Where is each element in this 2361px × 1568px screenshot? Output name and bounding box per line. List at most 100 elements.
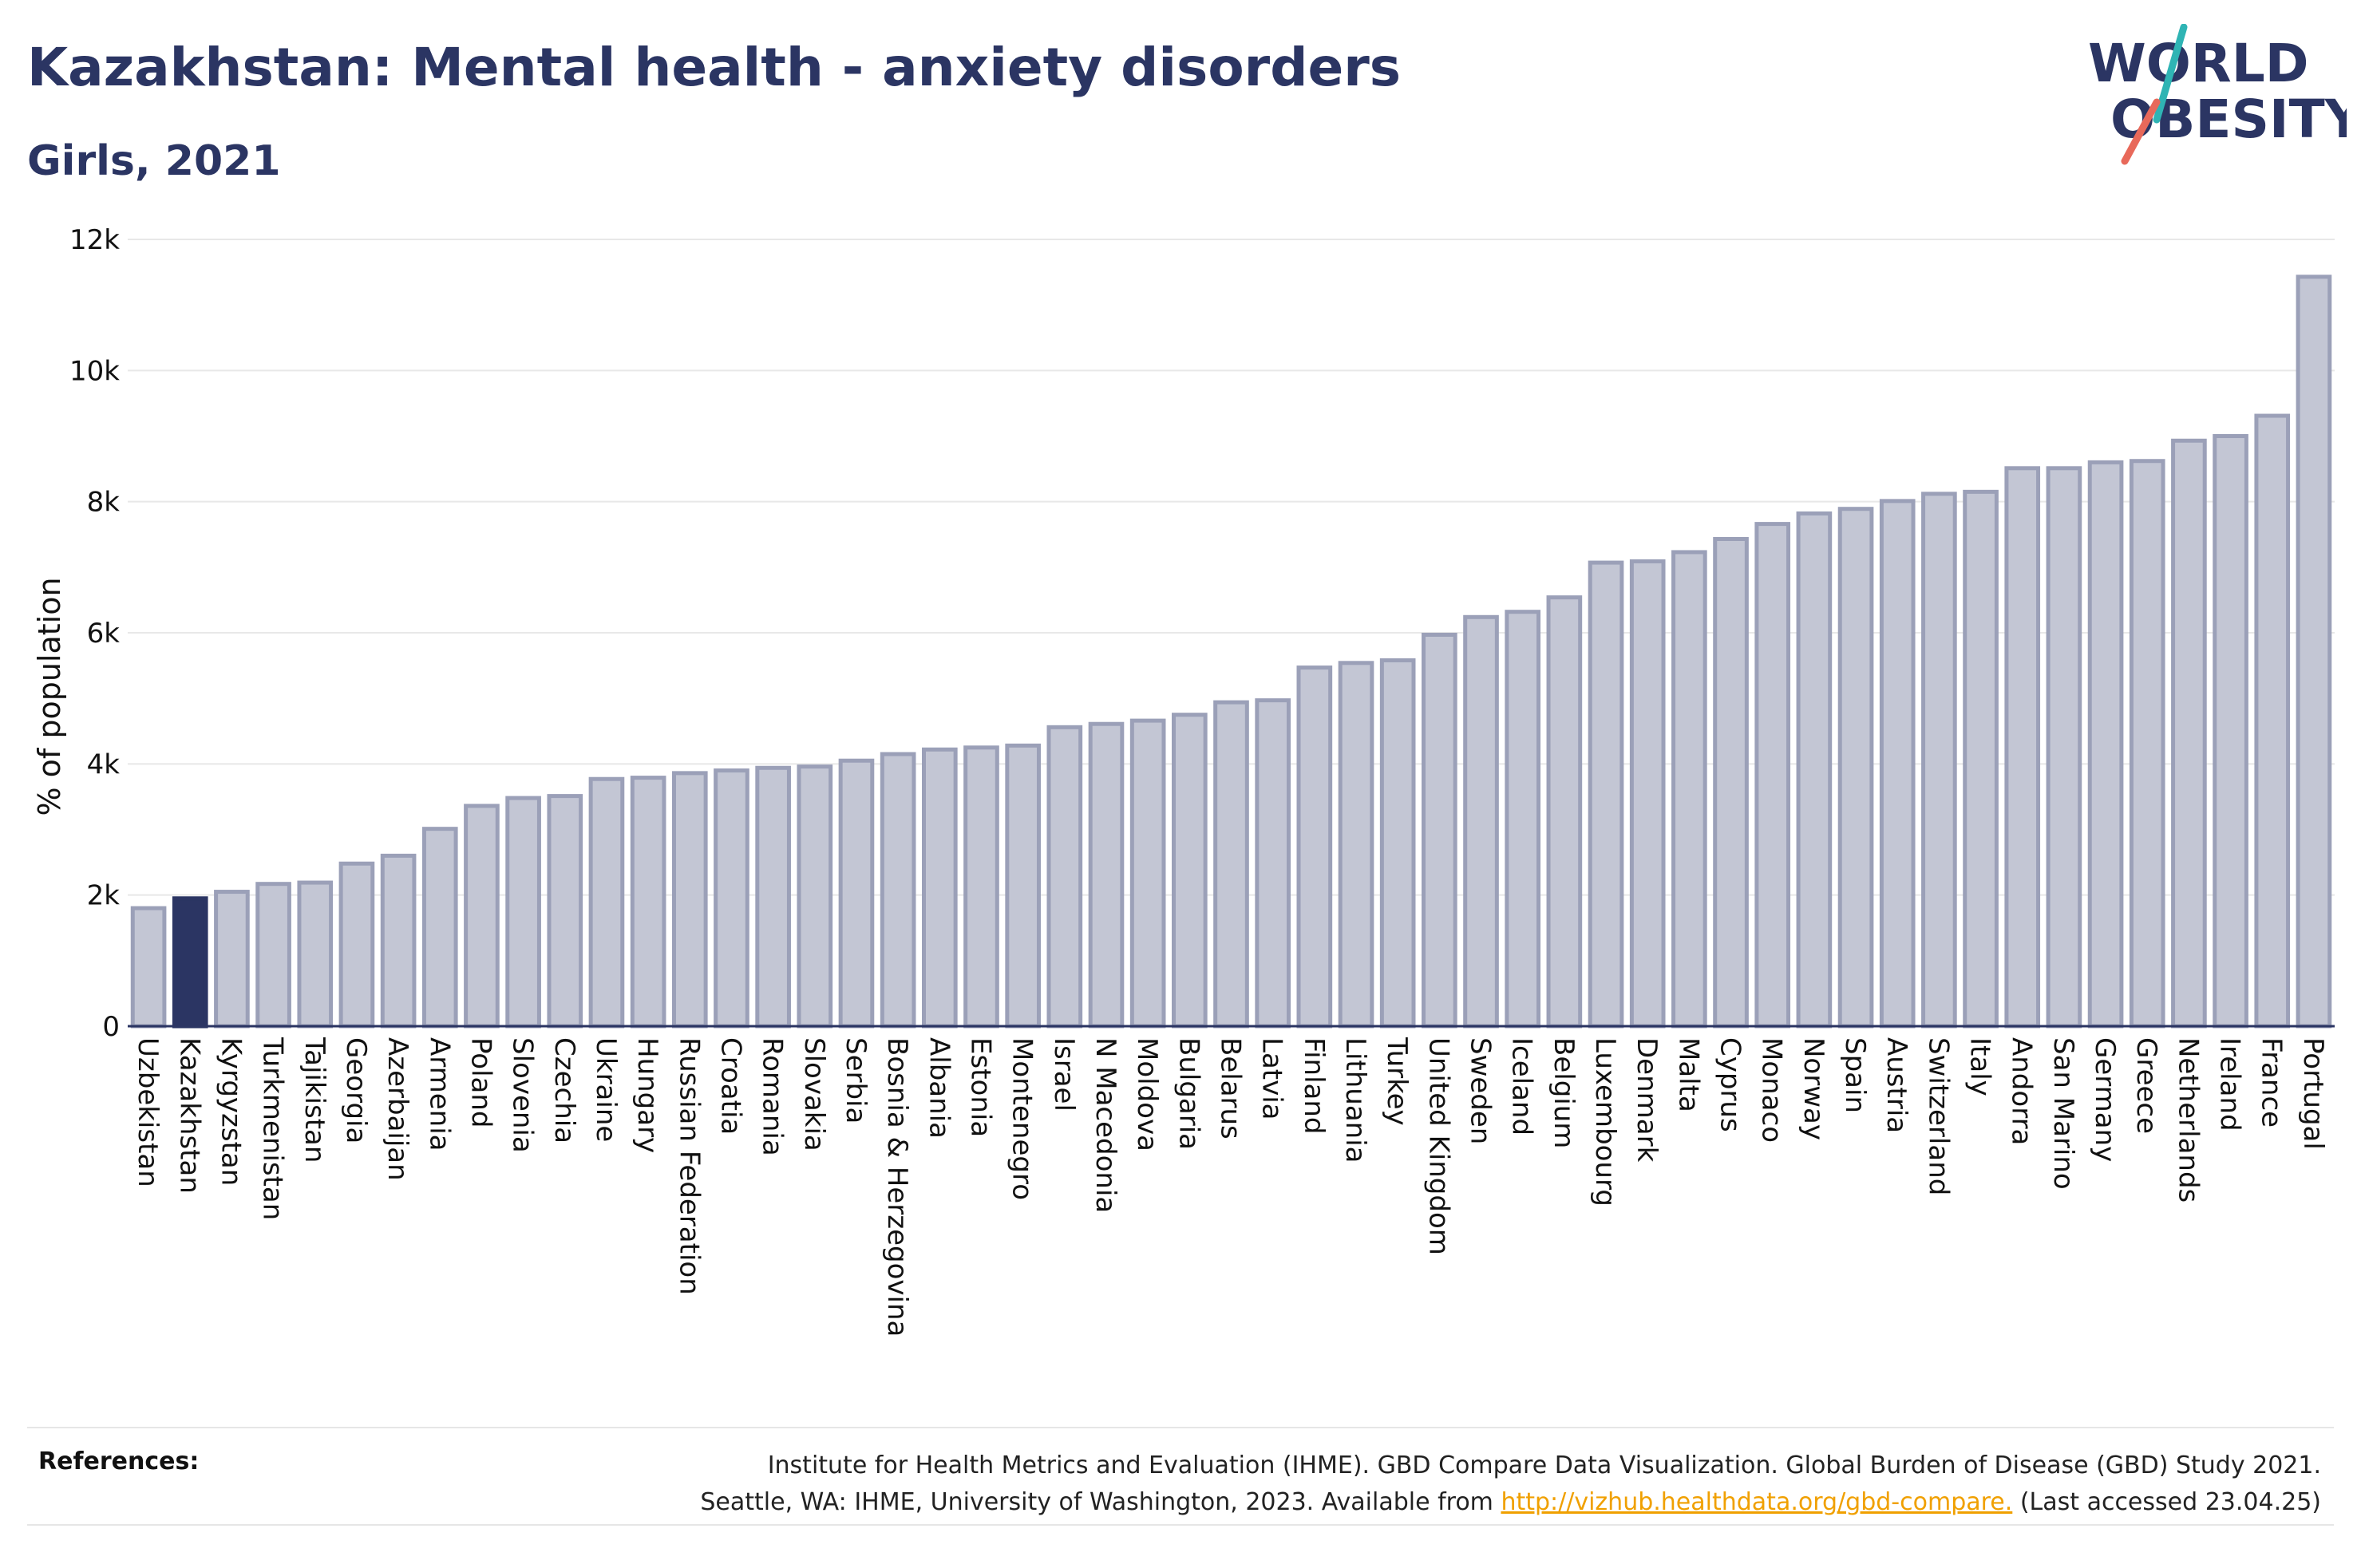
bar (921, 747, 958, 1029)
bar (1005, 743, 1041, 1029)
x-tick-label: Turkey (1381, 1037, 1413, 1126)
x-tick-label: Turkmenistan (257, 1037, 289, 1220)
x-tick-label: Romania (757, 1037, 789, 1156)
x-tick-label: Finland (1298, 1037, 1330, 1135)
bar (2129, 459, 2165, 1029)
x-tick-label: Cyprus (1714, 1037, 1746, 1132)
bar (421, 827, 458, 1029)
bar (838, 758, 875, 1029)
x-tick-label: Norway (1797, 1037, 1829, 1140)
x-tick-label: Andorra (2006, 1037, 2038, 1145)
x-tick-label: Sweden (1465, 1037, 1497, 1144)
x-tick-label: Malta (1672, 1037, 1704, 1112)
bar (2213, 434, 2248, 1029)
x-tick-label: Slovakia (798, 1037, 830, 1151)
y-tick-label: 10k (69, 355, 120, 387)
x-tick-label: Denmark (1631, 1037, 1663, 1163)
bar (2046, 466, 2082, 1029)
x-tick-label: Portugal (2297, 1037, 2329, 1150)
bar (963, 745, 999, 1029)
y-axis-label: % of population (32, 577, 67, 816)
x-tick-label: Slovenia (507, 1037, 539, 1153)
reference-line-2: Seattle, WA: IHME, University of Washing… (700, 1484, 2321, 1521)
x-tick-label: Albania (923, 1037, 955, 1139)
x-tick-label: Belarus (1215, 1037, 1247, 1139)
bar (2004, 466, 2041, 1029)
x-tick-label: Austria (1880, 1037, 1912, 1133)
bar (338, 861, 375, 1029)
y-tick-label: 8k (87, 487, 121, 519)
bar (1463, 614, 1499, 1029)
bar (1172, 713, 1208, 1029)
x-tick-label: Serbia (840, 1037, 872, 1124)
bar (2254, 413, 2291, 1029)
x-tick-label: Uzbekistan (132, 1037, 164, 1187)
references-section: References: Institute for Health Metrics… (27, 1427, 2334, 1526)
bar (1588, 560, 1624, 1029)
bar (1796, 511, 1833, 1029)
x-tick-label: Lithuania (1339, 1037, 1371, 1163)
bar (1129, 718, 1166, 1029)
bar (2087, 460, 2124, 1029)
x-tick-label: Monaco (1756, 1037, 1788, 1143)
bar (1837, 507, 1874, 1029)
world-obesity-logo: WORLD OBESITY (2088, 24, 2347, 165)
x-tick-label: Russian Federation (673, 1037, 705, 1295)
logo-text-world: WORLD (2088, 33, 2309, 94)
x-tick-label: Bosnia & Herzegovina (881, 1037, 913, 1337)
x-tick-label: Iceland (1506, 1037, 1538, 1136)
bar (714, 768, 749, 1029)
x-tick-label: Germany (2089, 1037, 2121, 1162)
bar-highlighted (172, 896, 208, 1029)
bar (1296, 666, 1333, 1029)
bar (1505, 610, 1541, 1029)
bar (1046, 725, 1083, 1029)
bar (1546, 595, 1583, 1029)
bar (1671, 550, 1707, 1029)
bar (1754, 522, 1791, 1029)
y-tick-label: 4k (87, 748, 121, 780)
bar-chart: 0 2k 4k 6k 8k 10k 12k % of population Uzbekistan… (32, 224, 2335, 1337)
x-tick-label: France (2256, 1037, 2288, 1128)
bar (797, 764, 833, 1029)
logo-slash-teal (2153, 24, 2188, 124)
bar (1921, 492, 1957, 1029)
bar (880, 752, 916, 1029)
bar (671, 771, 708, 1029)
bar (1963, 489, 1999, 1029)
x-tick-label: San Marino (2047, 1037, 2079, 1190)
x-tick-label: Kyrgyzstan (215, 1037, 247, 1186)
bar (2296, 274, 2332, 1029)
bar (255, 882, 291, 1029)
bar (1629, 559, 1666, 1029)
bar (755, 765, 791, 1029)
bar (1422, 632, 1457, 1029)
x-tick-label: Belgium (1548, 1037, 1580, 1148)
bar (464, 804, 500, 1029)
bar (214, 890, 250, 1029)
x-tick-label: Moldova (1131, 1037, 1163, 1151)
x-tick-label: Italy (1964, 1037, 1996, 1096)
x-tick-label: Tajikistan (299, 1037, 330, 1163)
bar (1879, 499, 1916, 1029)
x-tick-label: Ireland (2214, 1037, 2246, 1132)
x-tick-label: Ukraine (590, 1037, 622, 1142)
reference-link[interactable]: http://vizhub.healthdata.org/gbd-compare… (1501, 1488, 2013, 1516)
bar (2171, 438, 2207, 1029)
y-tick-label: 0 (102, 1011, 120, 1043)
x-tick-label: Kazakhstan (173, 1037, 205, 1194)
bar (630, 776, 666, 1029)
y-tick-label: 2k (87, 880, 121, 912)
x-tick-label: Latvia (1256, 1037, 1288, 1120)
bar (1338, 661, 1374, 1029)
bar (547, 794, 583, 1029)
x-tick-label: Armenia (423, 1037, 455, 1151)
reference-line-2-suffix: (Last accessed 23.04.25) (2012, 1488, 2321, 1516)
x-tick-label: Czechia (548, 1037, 580, 1143)
x-tick-label: Luxembourg (1589, 1037, 1621, 1207)
x-tick-label: Netherlands (2172, 1037, 2204, 1203)
bar (1213, 700, 1249, 1029)
references-label: References: (38, 1448, 200, 1475)
x-tick-label: Israel (1048, 1037, 1080, 1112)
x-tick-label: Hungary (631, 1037, 663, 1153)
